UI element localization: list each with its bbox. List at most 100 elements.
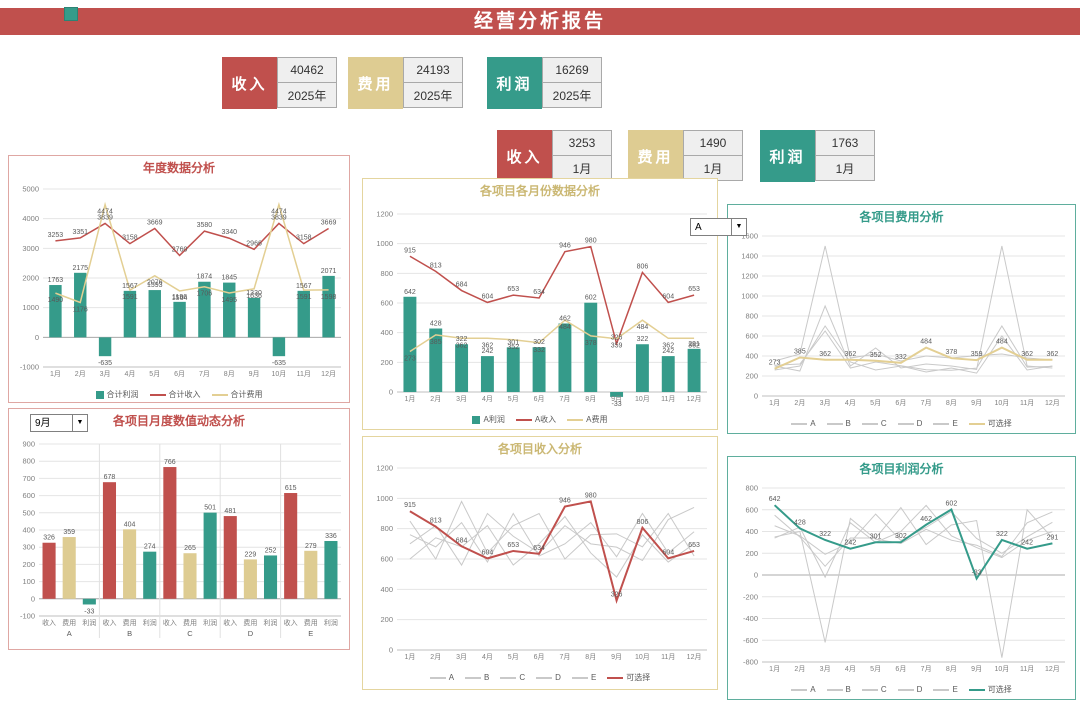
svg-text:3580: 3580	[197, 222, 213, 229]
legend-item: 合计利润	[95, 389, 139, 400]
svg-text:-635: -635	[272, 360, 286, 367]
dropdown-arrow-icon[interactable]: ▼	[72, 415, 87, 431]
legend-item: A收入	[515, 414, 556, 425]
svg-text:收入: 收入	[163, 618, 177, 627]
legend-line-marker	[968, 688, 985, 691]
svg-text:385: 385	[430, 339, 442, 346]
svg-text:326: 326	[611, 592, 623, 599]
svg-text:332: 332	[533, 347, 545, 354]
svg-text:-33: -33	[972, 570, 982, 577]
svg-text:428: 428	[794, 519, 806, 526]
svg-text:1000: 1000	[376, 239, 393, 248]
chart-canvas-dynamic: -100 0 100 200 300 400 500 600 700 800 900 326 359 -3…	[20, 440, 341, 638]
svg-text:1636: 1636	[246, 293, 262, 300]
kpi-expense-year-label: 费用	[348, 57, 403, 109]
svg-text:653: 653	[507, 542, 519, 549]
legend-item: C	[861, 685, 887, 694]
svg-text:400: 400	[745, 352, 758, 361]
svg-text:-33: -33	[84, 608, 94, 615]
chart-project-monthly: 各项目各月份数据分析 0 200 400 600 800 1000 1200 642 428 32…	[362, 178, 718, 430]
svg-text:7月: 7月	[559, 395, 570, 403]
chart-canvas-income: 0 200 400 600 800 1000 1200 915 813 684 604 653 634 9…	[376, 464, 707, 661]
kpi-expense-year-period: 2025年	[403, 82, 463, 108]
legend-item: D	[897, 419, 922, 428]
legend-item: A利润	[472, 414, 505, 425]
svg-text:利润: 利润	[264, 618, 278, 627]
svg-text:5月: 5月	[508, 395, 519, 403]
legend-line-marker	[429, 676, 446, 679]
legend-item: E	[933, 685, 958, 694]
svg-text:634: 634	[533, 545, 545, 552]
svg-text:A: A	[67, 629, 72, 638]
svg-text:600: 600	[745, 505, 758, 514]
svg-text:800: 800	[745, 312, 758, 321]
svg-text:2月: 2月	[75, 370, 86, 378]
svg-text:1月: 1月	[769, 665, 780, 673]
svg-text:604: 604	[482, 293, 494, 300]
month-filter-dropdown[interactable]: 9月 ▼	[30, 414, 88, 432]
svg-text:1000: 1000	[741, 292, 758, 301]
svg-text:1000: 1000	[376, 494, 393, 503]
svg-text:9月: 9月	[611, 653, 622, 661]
svg-text:收入: 收入	[102, 618, 116, 627]
svg-text:费用: 费用	[183, 618, 197, 627]
svg-text:946: 946	[559, 498, 571, 505]
svg-text:2966: 2966	[246, 240, 262, 247]
svg-text:291: 291	[1047, 534, 1059, 541]
svg-text:0: 0	[35, 333, 39, 342]
kpi-profit-year-period: 2025年	[542, 82, 602, 108]
svg-text:3253: 3253	[48, 232, 64, 239]
svg-text:800: 800	[380, 524, 393, 533]
svg-text:252: 252	[265, 547, 277, 554]
svg-text:300: 300	[22, 543, 35, 552]
svg-text:359: 359	[63, 529, 75, 536]
svg-text:200: 200	[380, 358, 393, 367]
legend-line-marker	[607, 676, 624, 679]
svg-text:1598: 1598	[321, 294, 337, 301]
svg-text:336: 336	[325, 533, 337, 540]
svg-text:3月: 3月	[456, 653, 467, 661]
svg-text:600: 600	[745, 332, 758, 341]
svg-text:1月: 1月	[50, 370, 61, 378]
kpi-expense-month: 费用 1490 1月	[628, 130, 743, 182]
project-filter-dropdown[interactable]: A ▼	[690, 218, 747, 236]
chart-dynamic: 各项目月度数值动态分析 -100 0 100 200 300 400 500 600 700 80…	[8, 408, 350, 650]
kpi-expense-month-value: 1490	[683, 130, 743, 156]
svg-text:378: 378	[946, 349, 958, 356]
svg-text:1000: 1000	[22, 303, 39, 312]
svg-text:242: 242	[662, 348, 674, 355]
svg-text:3月: 3月	[820, 399, 831, 407]
svg-text:615: 615	[285, 485, 297, 492]
svg-text:362: 362	[662, 342, 674, 349]
svg-text:3158: 3158	[122, 235, 138, 242]
chart-legend-projMonthly: A利润 A收入 A费用	[363, 414, 717, 425]
svg-text:1763: 1763	[48, 277, 64, 284]
svg-text:利润: 利润	[324, 618, 338, 627]
svg-text:2076: 2076	[147, 280, 163, 287]
svg-text:1200: 1200	[376, 464, 393, 473]
svg-text:1400: 1400	[741, 252, 758, 261]
svg-text:915: 915	[404, 247, 416, 254]
svg-text:1600: 1600	[741, 232, 758, 241]
svg-text:600: 600	[22, 491, 35, 500]
chart-income: 各项目收入分析 0 200 400 600 800 1000 1200 915 813 684 60…	[362, 436, 718, 690]
chart-income-title: 各项目收入分析	[497, 442, 582, 456]
svg-text:5月: 5月	[149, 370, 160, 378]
svg-text:362: 362	[845, 351, 857, 358]
svg-text:400: 400	[745, 527, 758, 536]
svg-text:604: 604	[482, 549, 494, 556]
svg-text:813: 813	[430, 518, 442, 525]
svg-text:6月: 6月	[174, 370, 185, 378]
kpi-profit-year: 利润 16269 2025年	[487, 57, 602, 109]
kpi-expense-year-value: 24193	[403, 57, 463, 83]
page-title: 经营分析报告	[473, 11, 606, 32]
legend-item: 可选择	[968, 418, 1012, 429]
svg-text:274: 274	[144, 544, 156, 551]
svg-text:0: 0	[754, 571, 758, 580]
legend-line-marker	[826, 422, 843, 425]
svg-text:1706: 1706	[197, 291, 213, 298]
svg-text:322: 322	[456, 336, 468, 343]
legend-item: B	[826, 685, 851, 694]
dropdown-arrow-icon[interactable]: ▼	[731, 219, 746, 235]
month-filter-value: 9月	[35, 418, 51, 429]
